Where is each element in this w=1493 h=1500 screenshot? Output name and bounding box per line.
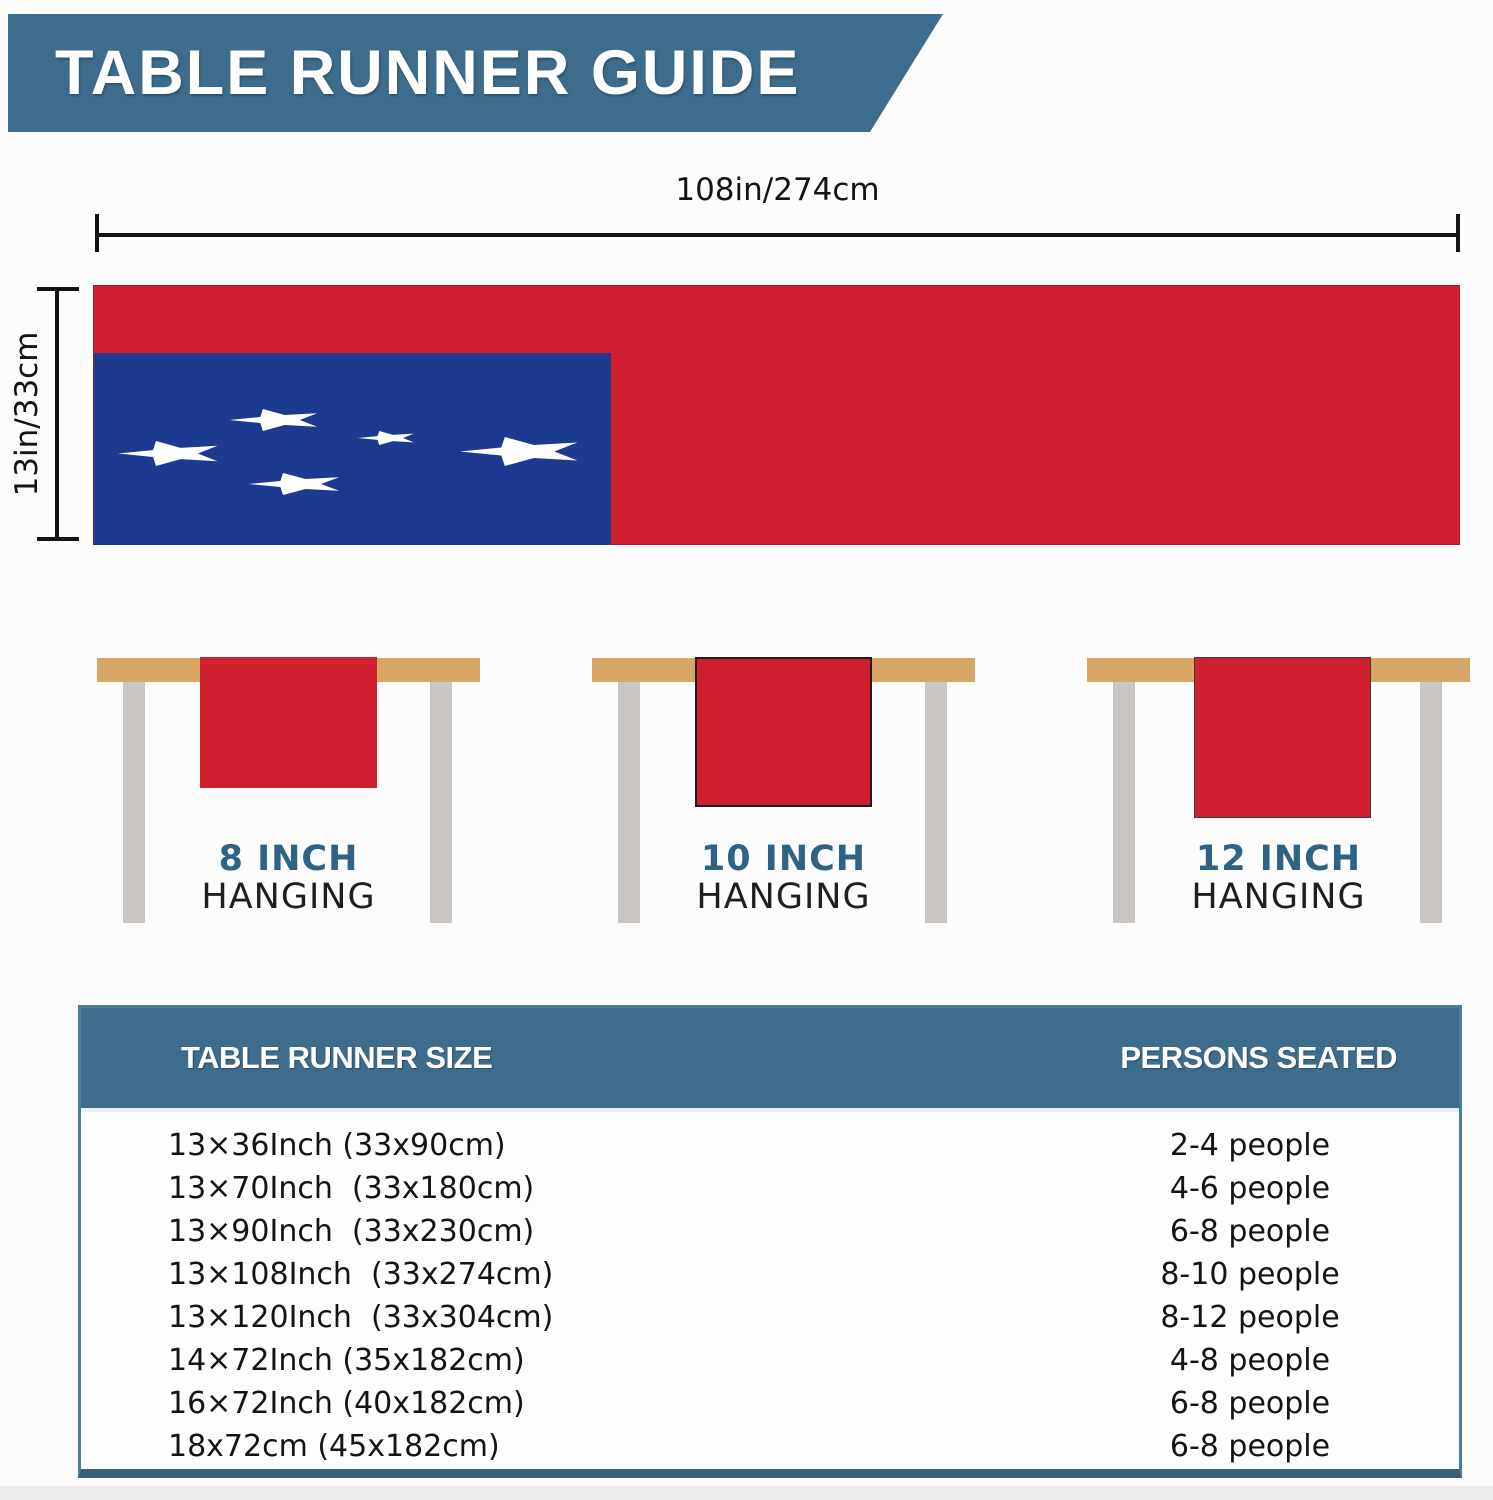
bottom-margin-strip <box>0 1486 1493 1500</box>
hanging-examples-row: 8 INCH HANGING 10 INCH HANGING 12 INCH H… <box>0 657 1493 923</box>
column-header-size: TABLE RUNNER SIZE <box>181 1040 493 1075</box>
size-table-header: TABLE RUNNER SIZE PERSONS SEATED <box>81 1008 1459 1112</box>
width-dimension-cap-bottom <box>37 537 79 541</box>
hanging-example-label: 12 INCH HANGING <box>1087 840 1470 916</box>
hanging-example-label: 8 INCH HANGING <box>97 840 480 916</box>
size-table-body: 13×36Inch (33x90cm) 2-4 people 13×70Inch… <box>81 1112 1459 1468</box>
size-table: TABLE RUNNER SIZE PERSONS SEATED 13×36In… <box>78 1005 1462 1478</box>
table-row: 13×70Inch (33x180cm) 4-6 people <box>81 1167 1459 1210</box>
star-icon <box>357 431 414 445</box>
persons-seated-cell: 8-10 people <box>1160 1257 1340 1292</box>
table-row: 16×72Inch (40x182cm) 6-8 people <box>81 1382 1459 1425</box>
table-leg-right <box>1420 682 1442 923</box>
table-leg-left <box>123 682 145 923</box>
table-leg-right <box>925 682 947 923</box>
length-dimension-line <box>95 233 1460 237</box>
runner-size-cell: 18x72cm (45x182cm) <box>168 1429 500 1464</box>
hanging-inch-label: 12 INCH <box>1195 839 1362 879</box>
runner-size-cell: 13×36Inch (33x90cm) <box>168 1128 506 1163</box>
runner-drape <box>695 657 872 807</box>
hanging-example-figure: 8 INCH HANGING <box>97 657 480 923</box>
table-leg-right <box>430 682 452 923</box>
table-row: 14×72Inch (35x182cm) 4-8 people <box>81 1339 1459 1382</box>
runner-size-cell: 16×72Inch (40x182cm) <box>168 1386 525 1421</box>
column-header-persons: PERSONS SEATED <box>1120 1040 1397 1075</box>
hanging-word-label: HANGING <box>696 877 871 917</box>
length-dimension-label: 108in/274cm <box>675 172 880 208</box>
persons-seated-cell: 8-12 people <box>1160 1300 1340 1335</box>
flag-blue-canton <box>94 353 611 545</box>
runner-size-cell: 13×70Inch (33x180cm) <box>168 1171 535 1206</box>
star-icon <box>248 473 339 495</box>
persons-seated-cell: 6-8 people <box>1169 1386 1331 1421</box>
table-row: 13×90Inch (33x230cm) 6-8 people <box>81 1210 1459 1253</box>
persons-seated-cell: 4-8 people <box>1169 1343 1331 1378</box>
hanging-word-label: HANGING <box>201 877 376 917</box>
length-dimension-cap-left <box>95 214 99 252</box>
hanging-example-label: 10 INCH HANGING <box>592 840 975 916</box>
runner-size-cell: 13×108Inch (33x274cm) <box>168 1257 554 1292</box>
table-row: 13×36Inch (33x90cm) 2-4 people <box>81 1124 1459 1167</box>
title-banner: TABLE RUNNER GUIDE <box>8 14 943 132</box>
star-icon <box>118 441 218 466</box>
width-dimension-cap-top <box>37 287 79 291</box>
hanging-example-figure: 10 INCH HANGING <box>592 657 975 923</box>
persons-seated-cell: 6-8 people <box>1169 1429 1331 1464</box>
page-title: TABLE RUNNER GUIDE <box>55 38 801 108</box>
runner-drape <box>1194 657 1371 818</box>
persons-seated-cell: 2-4 people <box>1169 1128 1331 1163</box>
length-dimension-cap-right <box>1456 214 1460 252</box>
table-row: 13×120Inch (33x304cm) 8-12 people <box>81 1296 1459 1339</box>
table-leg-left <box>618 682 640 923</box>
persons-seated-cell: 6-8 people <box>1169 1214 1331 1249</box>
width-dimension-line <box>55 287 59 541</box>
hanging-word-label: HANGING <box>1191 877 1366 917</box>
hanging-inch-label: 8 INCH <box>218 839 359 879</box>
hanging-inch-label: 10 INCH <box>700 839 867 879</box>
persons-seated-cell: 4-6 people <box>1169 1171 1331 1206</box>
table-leg-left <box>1113 682 1135 923</box>
hanging-example-figure: 12 INCH HANGING <box>1087 657 1470 923</box>
star-icon <box>459 437 578 466</box>
table-row: 18x72cm (45x182cm) 6-8 people <box>81 1425 1459 1468</box>
runner-size-cell: 13×90Inch (33x230cm) <box>168 1214 535 1249</box>
runner-size-cell: 14×72Inch (35x182cm) <box>168 1343 525 1378</box>
table-runner-preview <box>93 285 1460 545</box>
runner-size-cell: 13×120Inch (33x304cm) <box>168 1300 554 1335</box>
runner-drape <box>200 657 377 788</box>
width-dimension-label: 13in/33cm <box>9 331 45 497</box>
table-row: 13×108Inch (33x274cm) 8-10 people <box>81 1253 1459 1296</box>
star-icon <box>229 409 318 431</box>
